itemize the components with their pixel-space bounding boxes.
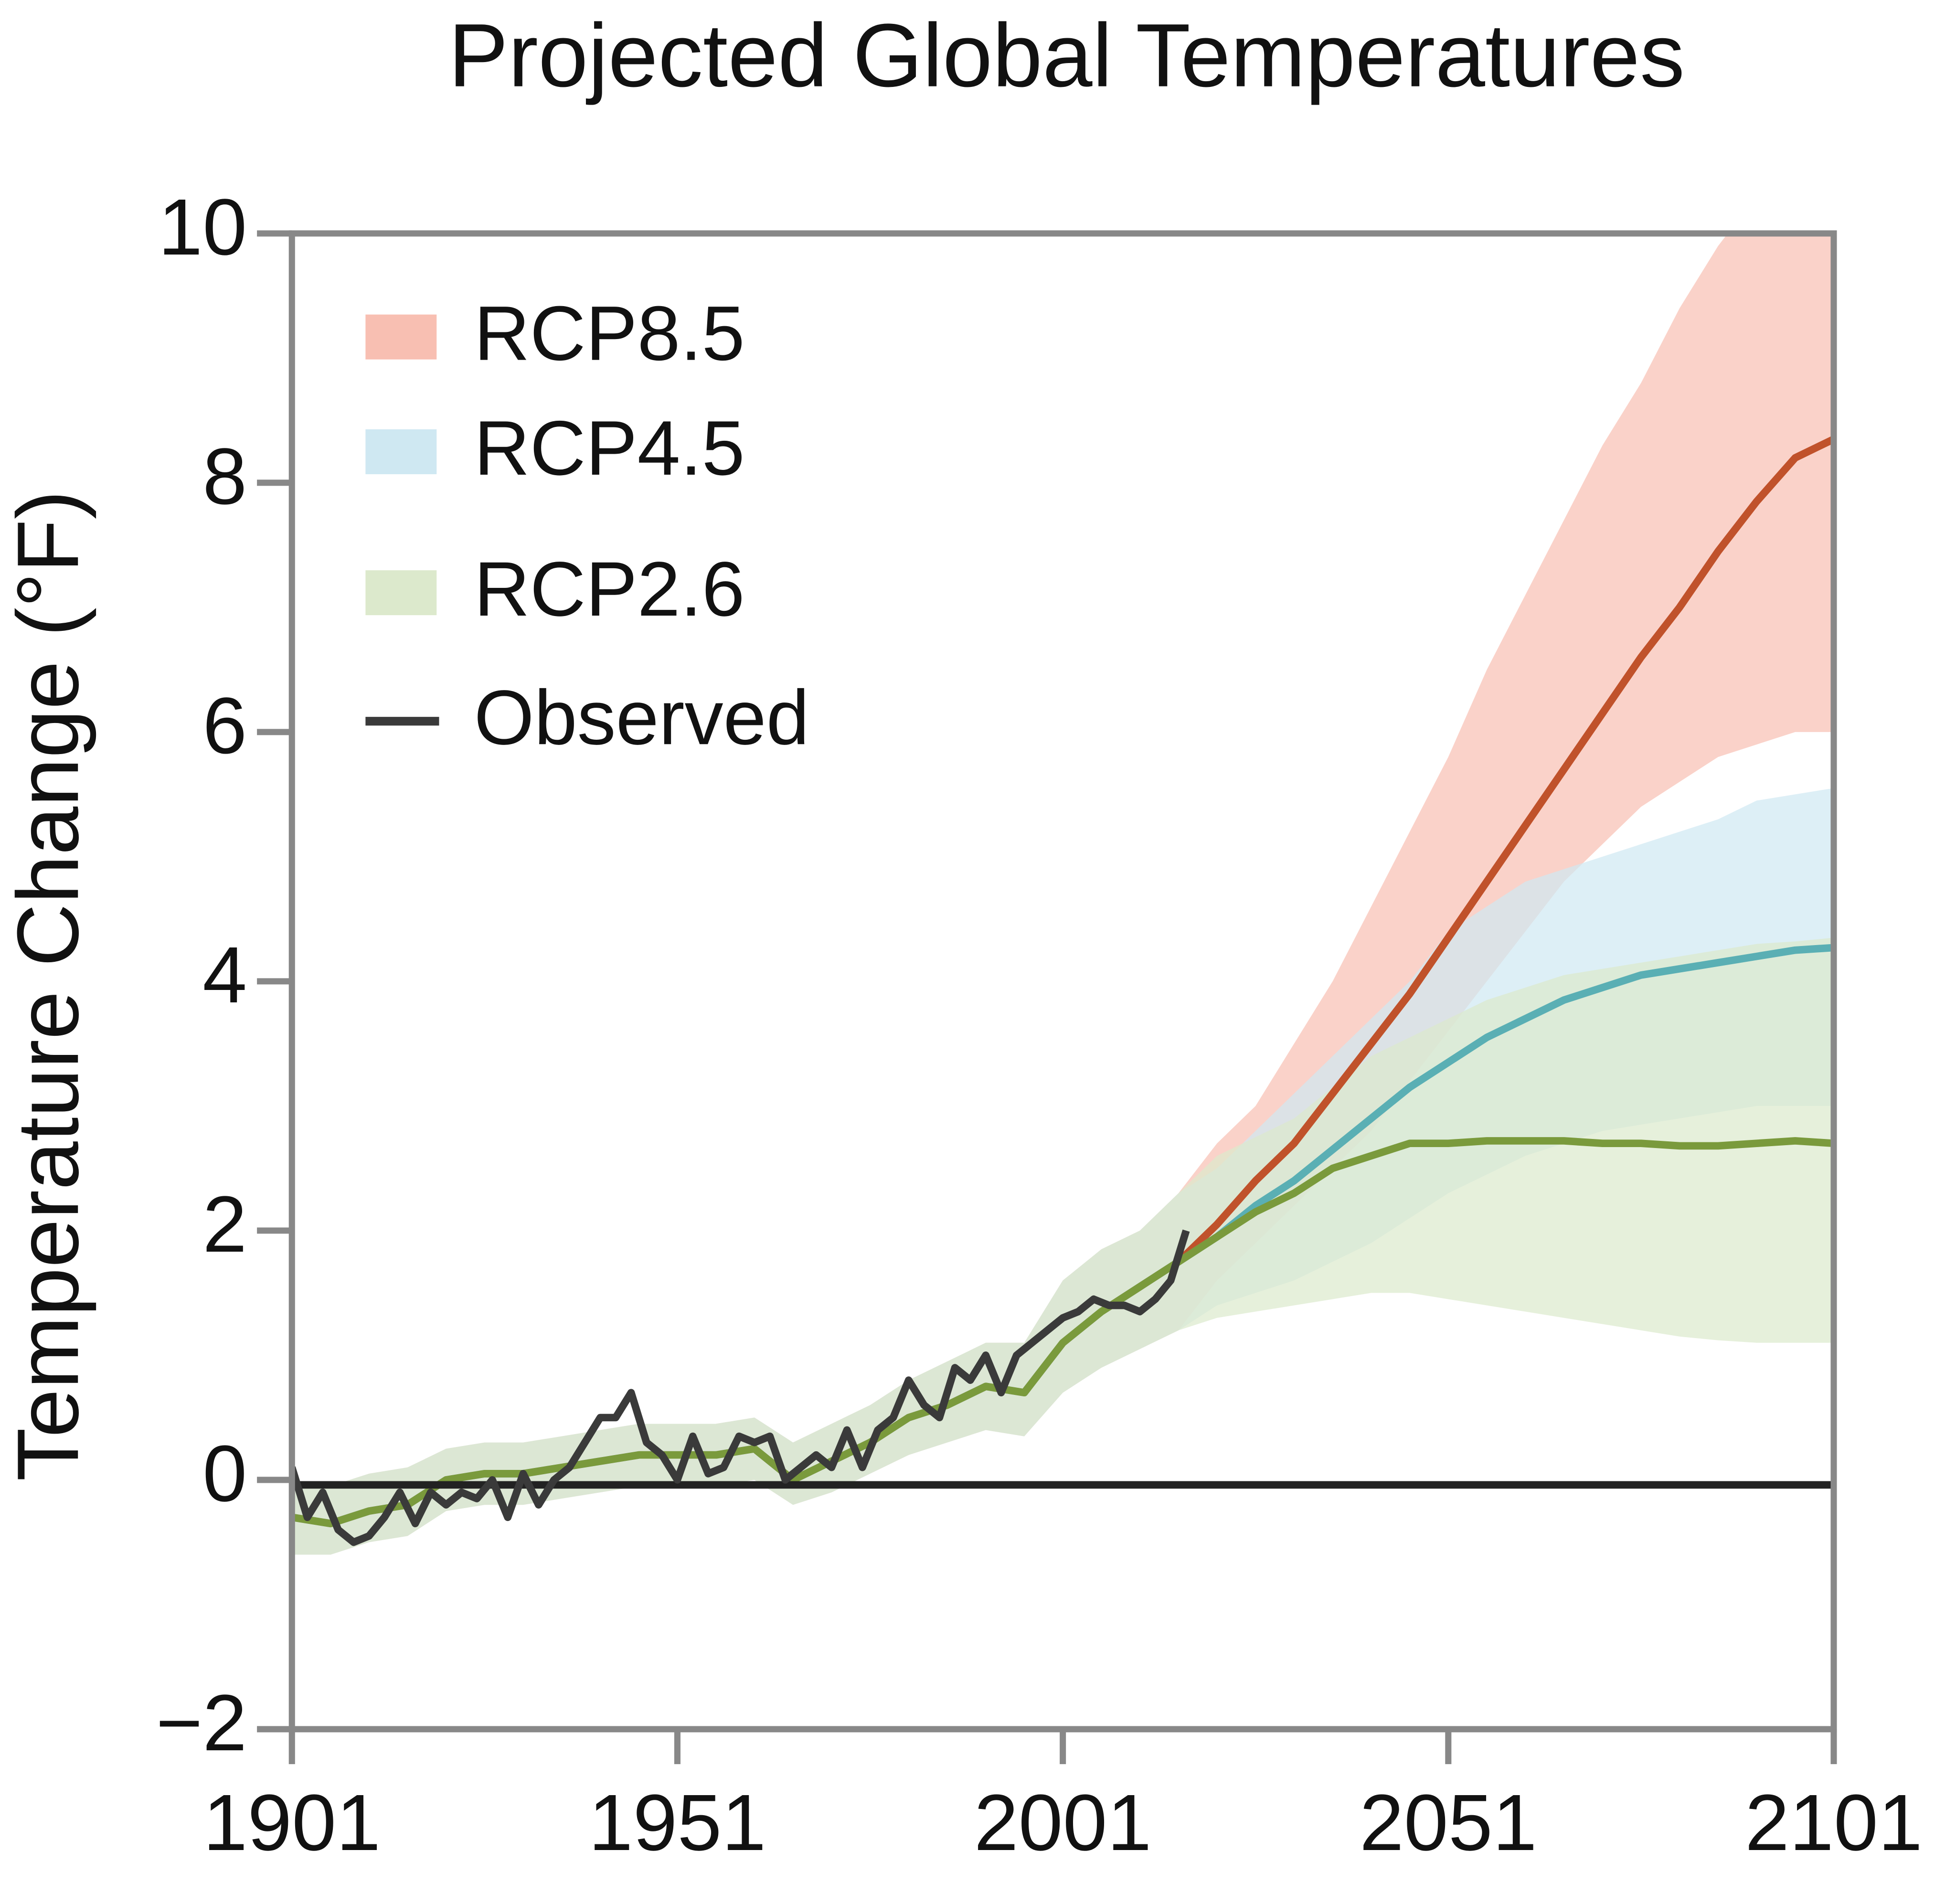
plot-area [292,233,1834,1555]
y-tick-label: 2 [202,1180,247,1269]
uncertainty-band [292,788,1834,1555]
legend-label: RCP8.5 [474,290,745,377]
legend-item: RCP4.5 [365,405,745,491]
x-tick-label: 2001 [974,1778,1152,1867]
y-axis-label: Temperature Change (°F) [0,490,96,1481]
legend-swatch [365,429,437,475]
legend-item: Observed [365,674,809,761]
y-tick-label: 6 [202,681,247,770]
x-tick-label: 2101 [1745,1778,1923,1867]
legend-item: RCP8.5 [365,290,745,377]
x-tick-label: 2051 [1360,1778,1537,1867]
legend-item: RCP2.6 [365,546,745,632]
y-tick-label: 0 [202,1429,247,1518]
observed-line [292,1229,1190,1546]
mean-line [292,1137,1834,1528]
y-tick-label: 8 [202,432,247,521]
chart-title: Projected Global Temperatures [448,5,1685,106]
legend-label: RCP4.5 [474,405,745,491]
x-tick-label: 1901 [203,1778,381,1867]
legend-swatch [365,314,437,360]
y-tick-label: −2 [156,1679,247,1767]
uncertainty-band [292,937,1834,1555]
legend-label: Observed [474,674,809,761]
y-tick-label: 10 [158,183,247,272]
x-tick-label: 1951 [588,1778,766,1867]
legend-label: RCP2.6 [474,546,745,632]
y-tick-label: 4 [202,931,247,1020]
legend-swatch [365,570,437,616]
